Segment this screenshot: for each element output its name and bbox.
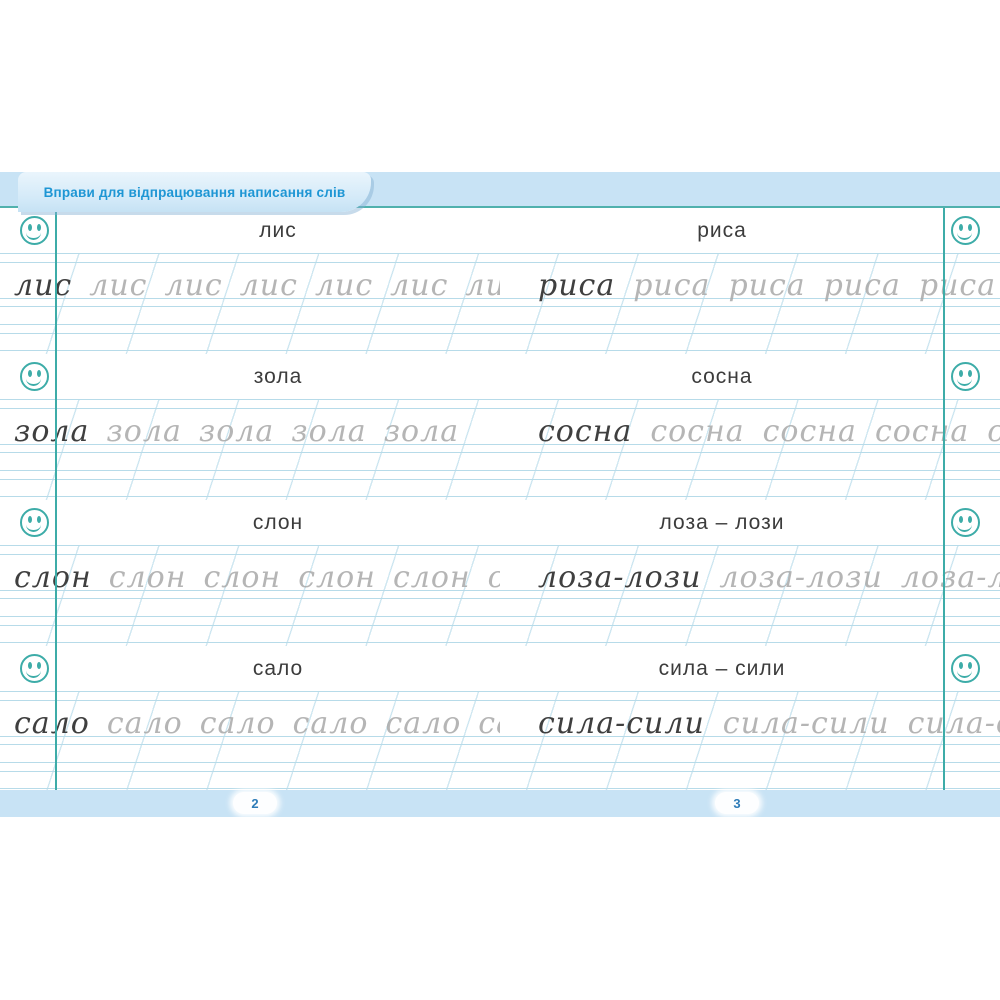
printed-word-label: сало [252,656,304,680]
handwriting-trace-word: слон [298,560,376,595]
smiley-face-icon [951,362,980,391]
handwriting-trace-word: сила-сили [722,706,890,741]
smiley-face-icon [951,216,980,245]
ruled-practice-area: слонслонслонслонслонслон лоза-лозилоза-л… [0,545,1000,646]
handwriting-trace-word: слон [108,560,187,595]
handwriting-sample-word: сало [14,706,90,741]
printed-word-label: сила – сили [658,656,786,680]
handwriting-sample-word: лоза-лози [538,560,702,595]
handwriting-trace-word: сало [199,706,276,741]
handwriting-trace-word: сало [478,706,500,741]
smiley-face-icon [20,508,49,537]
handwriting-trace-word: лоза-лози [900,560,1000,595]
page-number: 2 [251,795,259,811]
trace-cell: сосна сосна сосна сосна сосна [500,411,1000,453]
handwriting-trace-word: сало [106,706,183,741]
handwriting-trace-word: лис [465,268,500,303]
handwriting-trace-word: сало [292,706,369,741]
footer-band: 2 3 [0,790,1000,817]
trace-line: зола зола зола зола зола сосна сосна сосна сосн… [0,411,1000,453]
handwriting-trace-word: слон [392,560,471,595]
trace-cell: лоза-лози лоза-лози лоза-лози [500,557,1000,599]
practice-row: лис риса лислислислислислислис рисарисар… [0,208,1000,354]
smiley-face-icon [951,654,980,683]
handwriting-trace-word: сосна [650,414,745,449]
handwriting-trace-word: зола [291,414,367,449]
smiley-face-icon [20,216,49,245]
page-number: 3 [733,795,741,811]
printed-word-label: лоза – лози [659,510,785,534]
word-band: сало сила – сили [0,646,1000,691]
left-margin-line [55,208,57,790]
handwriting-trace-word: риса [918,268,997,303]
handwriting-trace-word: риса [823,268,901,303]
trace-cell: сало сало сало сало сало сало [0,703,500,745]
handwriting-trace-word: лис [89,268,148,303]
ruled-practice-area: зола зола зола зола зола сосна сосна сосна сосн… [0,399,1000,500]
section-tab: Вправи для відпрацювання написання слів [18,172,371,212]
ruled-practice-area: салосалосалосалосалосало сила-силисила-с… [0,691,1000,792]
handwriting-trace-word: слон [488,557,500,599]
printed-word-label: риса [697,218,747,242]
handwriting-trace-word: лис [164,268,223,303]
practice-row: слон лоза – лози слонслонслонслонслонсло… [0,500,1000,646]
trace-line: лислислислислислислис рисарисарисарисари… [0,265,1000,307]
handwriting-trace-word: зола [383,414,460,449]
word-band: слон лоза – лози [0,500,1000,545]
page-number-badge: 3 [715,792,759,814]
handwriting-trace-word: сила-сили [907,706,1000,741]
handwriting-trace-word: лис [390,268,449,303]
trace-line: слонслонслонслонслонслон лоза-лозилоза-л… [0,557,1000,599]
ruled-practice-area: лислислислислислислис рисарисарисарисари… [0,253,1000,354]
trace-cell: слон слон слон слон слон слон [0,557,500,599]
ruled-sheet: лис риса лислислислислислислис рисарисар… [0,206,1000,792]
printed-word-label: сосна [691,364,753,388]
handwriting-sample-word: риса [538,268,616,303]
handwriting-sample-word: лис [14,268,73,303]
handwriting-trace-word: сосна [762,414,857,449]
handwriting-trace-word: сало [385,706,462,741]
smiley-face-icon [951,508,980,537]
handwriting-trace-word: риса [728,268,806,303]
printed-word-label: зола [253,364,303,388]
handwriting-sample-word: сосна [538,414,633,449]
handwriting-trace-word: лис [239,268,298,303]
trace-cell: риса риса риса риса риса [500,265,1000,307]
trace-cell: зола зола зола зола зола [0,411,500,453]
handwriting-trace-word: зола [106,414,182,449]
smiley-face-icon [20,654,49,683]
handwriting-sample-word: сила-сили [538,706,705,741]
word-band: зола сосна [0,354,1000,399]
printed-word-label: слон [252,510,304,534]
handwriting-trace-word: сосна [987,411,1000,453]
handwriting-trace-word: лис [314,268,374,303]
right-margin-line [943,208,945,790]
handwriting-trace-word: зола [198,414,275,449]
trace-line: салосалосалосалосалосало сила-силисила-с… [0,703,1000,745]
handwriting-trace-word: риса [633,268,711,303]
handwriting-sample-word: зола [14,414,90,449]
printed-word-label: лис [259,218,297,242]
page-number-badge: 2 [233,792,277,814]
handwriting-trace-word: сосна [874,414,970,449]
page-title: Вправи для відпрацювання написання слів [43,184,346,200]
handwriting-trace-word: слон [203,560,282,595]
smiley-face-icon [20,362,49,391]
practice-row: сало сила – сили салосалосалосалосалосал… [0,646,1000,792]
word-band: лис риса [0,208,1000,253]
trace-cell: лислислислислислислис [0,265,500,307]
handwriting-sample-word: слон [14,560,92,595]
handwriting-trace-word: лоза-лози [719,560,883,595]
practice-row: зола сосна зола зола зола зола зола сосна сос… [0,354,1000,500]
trace-cell: сила-сили сила-сили сила-сили [500,703,1000,745]
